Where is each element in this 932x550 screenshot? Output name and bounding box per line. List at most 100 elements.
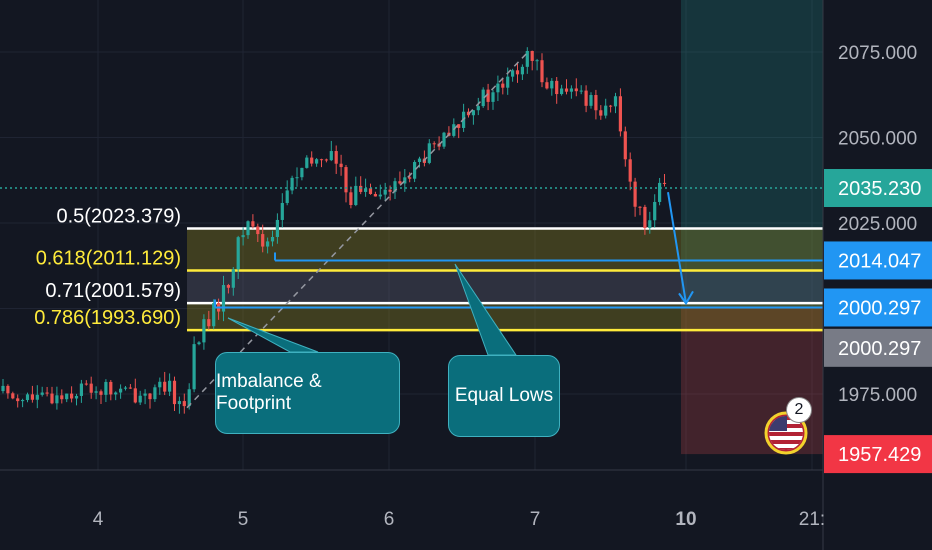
callout-equal-lows-text: Equal Lows	[454, 385, 554, 406]
candle-body-119	[584, 90, 588, 106]
candle-body-5	[25, 394, 30, 401]
candle-body-62	[305, 157, 309, 168]
candle-body-30	[148, 393, 152, 400]
x-tick-label-0: 4	[93, 509, 104, 530]
candle-body-101	[496, 83, 500, 93]
candle-body-13	[65, 393, 69, 400]
callout-imbalance-footprint-text: Imbalance & Footprint	[216, 371, 322, 414]
candle-body-118	[579, 90, 583, 92]
candle-body-39	[192, 344, 196, 390]
grid	[0, 0, 823, 470]
callout-equal-lows[interactable]: Equal Lows	[448, 355, 560, 437]
price-tag-3	[824, 328, 932, 367]
price-tag-label-3: 2000.297	[838, 338, 921, 360]
candle-body-49	[241, 235, 245, 238]
candle-body-78	[383, 189, 387, 195]
candle-body-58	[285, 190, 289, 203]
candle-body-57	[280, 202, 284, 220]
candle-body-102	[501, 83, 505, 88]
candle-body-29	[143, 393, 147, 396]
candle-body-7	[35, 394, 39, 400]
candle-body-87	[427, 143, 431, 163]
candle-body-133	[653, 201, 657, 221]
candle-body-8	[40, 392, 44, 395]
candle-body-80	[393, 181, 397, 192]
candle-body-88	[432, 143, 436, 145]
candle-body-40	[197, 342, 201, 345]
candle-body-100	[491, 92, 495, 102]
candle-body-41	[202, 319, 206, 343]
candle-body-61	[300, 167, 304, 178]
candle-body-96	[471, 110, 475, 116]
y-tick-label-2: 2025.000	[838, 214, 917, 235]
candle-body-81	[398, 181, 402, 184]
y-tick-label-3: 1975.000	[838, 385, 917, 406]
candle-body-56	[275, 219, 279, 237]
alerts-count-badge[interactable]: 2	[787, 398, 811, 422]
candle-body-131	[643, 206, 647, 229]
candle-body-72	[354, 185, 358, 205]
candle-body-10	[50, 393, 54, 404]
candle-body-28	[138, 395, 142, 403]
candle-body-55	[270, 236, 275, 242]
candle-body-68	[334, 151, 338, 164]
candle-body-116	[569, 88, 573, 92]
candle-body-123	[604, 105, 608, 116]
candle-body-125	[613, 96, 618, 107]
candle-body-35	[172, 380, 177, 405]
fib-zone-1	[187, 270, 823, 304]
candle-body-1	[6, 385, 10, 394]
candle-body-105	[515, 70, 520, 75]
candle-body-69	[339, 163, 343, 168]
candle-body-117	[574, 88, 578, 92]
candle-body-4	[21, 400, 25, 402]
candle-body-83	[408, 177, 412, 179]
candle-body-43	[212, 303, 216, 327]
price-tag-4	[824, 435, 932, 474]
candle-body-134	[658, 182, 662, 202]
x-tick-label-2: 6	[384, 509, 395, 530]
fib-zone-0	[187, 228, 823, 271]
candle-body-63	[310, 157, 314, 164]
candle-body-42	[207, 319, 211, 327]
candle-body-51	[251, 221, 255, 227]
candle-body-3	[16, 398, 20, 402]
candle-body-64	[315, 159, 319, 164]
candle-body-59	[290, 177, 294, 191]
price-tag-2	[824, 288, 932, 327]
candle-body-25	[123, 387, 128, 389]
candle-body-65	[319, 159, 324, 161]
fib-label-1: 0.618(2011.129)	[36, 247, 181, 269]
candle-body-104	[511, 70, 515, 77]
projection-arrow	[667, 192, 687, 304]
candle-body-0	[1, 385, 5, 392]
candle-body-26	[128, 387, 132, 389]
candle-body-27	[133, 388, 137, 403]
callout-imbalance-footprint[interactable]: Imbalance & Footprint	[215, 352, 400, 434]
projection-arrow-head	[678, 290, 694, 306]
candle-body-71	[349, 192, 353, 205]
candle-body-31	[153, 387, 157, 400]
price-tag-label-4: 1957.429	[838, 444, 921, 466]
candle-body-98	[481, 89, 485, 107]
candle-body-33	[163, 381, 167, 392]
candle-body-36	[177, 401, 181, 405]
candle-body-112	[550, 80, 554, 89]
us-flag-icon[interactable]	[763, 403, 809, 463]
candle-body-132	[648, 220, 652, 229]
candle-body-106	[520, 66, 524, 75]
candle-body-103	[506, 76, 510, 88]
candle-body-85	[417, 158, 422, 163]
candle-body-18	[89, 383, 93, 393]
x-tick-label-5: 21:	[799, 509, 825, 530]
candle-body-74	[364, 188, 368, 192]
price-tag-1	[824, 241, 932, 280]
candle-body-53	[261, 234, 265, 247]
candle-body-130	[638, 206, 642, 208]
candle-body-21	[104, 381, 108, 395]
candle-body-66	[324, 159, 328, 161]
candle-body-34	[168, 380, 172, 392]
candle-body-107	[525, 50, 529, 67]
price-tag-0	[824, 169, 932, 208]
